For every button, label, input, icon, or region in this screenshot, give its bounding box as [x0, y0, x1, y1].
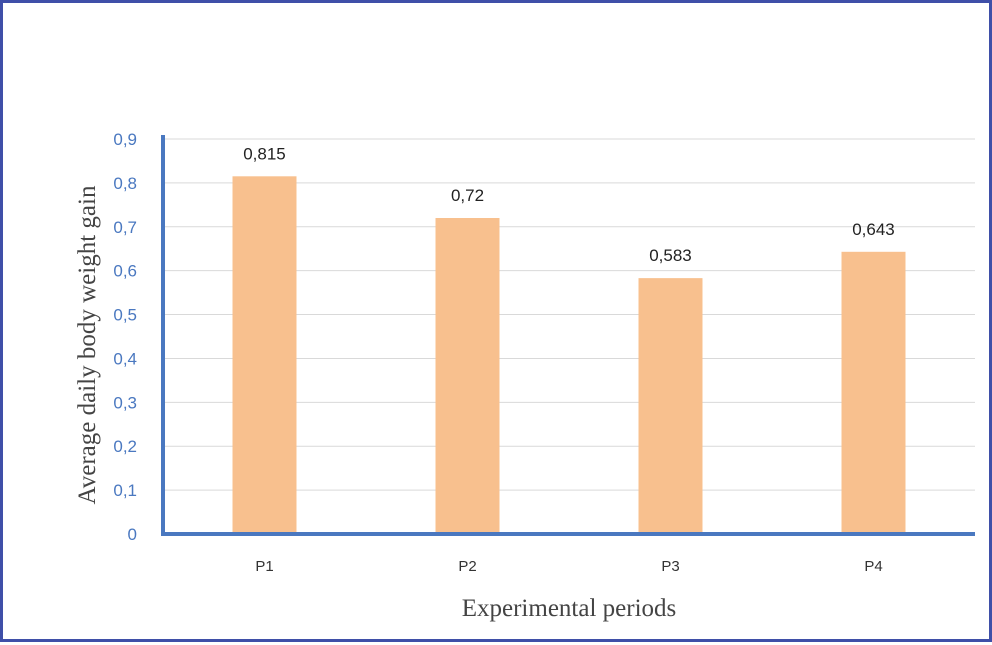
bar-p2 [435, 218, 500, 534]
y-tick-label: 0,7 [113, 218, 137, 237]
y-axis-title: Average daily body weight gain [74, 185, 101, 504]
bar-p4 [841, 251, 906, 535]
y-tick-label: 0 [128, 525, 137, 544]
y-tick-label: 0,9 [113, 130, 137, 149]
y-tick-label: 0,1 [113, 481, 137, 500]
x-axis-title: Experimental periods [462, 595, 677, 622]
data-label: 0,643 [852, 220, 895, 239]
y-tick-label: 0,6 [113, 262, 137, 281]
y-tick-label: 0,4 [113, 349, 137, 368]
data-label: 0,583 [649, 246, 692, 265]
y-tick-labels: 0 0,1 0,2 0,3 0,4 0,5 0,6 0,7 0,8 0,9 [113, 130, 137, 544]
bar-chart: 0 0,1 0,2 0,3 0,4 0,5 0,6 0,7 0,8 0,9 P1 P2 P3 P4 0,… [74, 130, 975, 622]
y-tick-label: 0,5 [113, 306, 137, 325]
bar-p3 [638, 278, 703, 534]
bar-p1 [232, 176, 297, 535]
x-tick-label: P1 [255, 558, 273, 575]
x-tick-labels: P1 P2 P3 P4 [255, 558, 882, 575]
x-tick-label: P2 [458, 558, 476, 575]
bars [232, 176, 906, 535]
x-tick-label: P4 [864, 558, 882, 575]
x-tick-label: P3 [661, 558, 679, 575]
y-tick-label: 0,8 [113, 174, 137, 193]
y-tick-label: 0,2 [113, 437, 137, 456]
gridlines [163, 138, 975, 491]
y-tick-label: 0,3 [113, 393, 137, 412]
data-label: 0,815 [243, 144, 286, 163]
axes [161, 135, 975, 536]
data-label: 0,72 [451, 186, 484, 205]
data-labels: 0,815 0,72 0,583 0,643 [243, 144, 895, 265]
